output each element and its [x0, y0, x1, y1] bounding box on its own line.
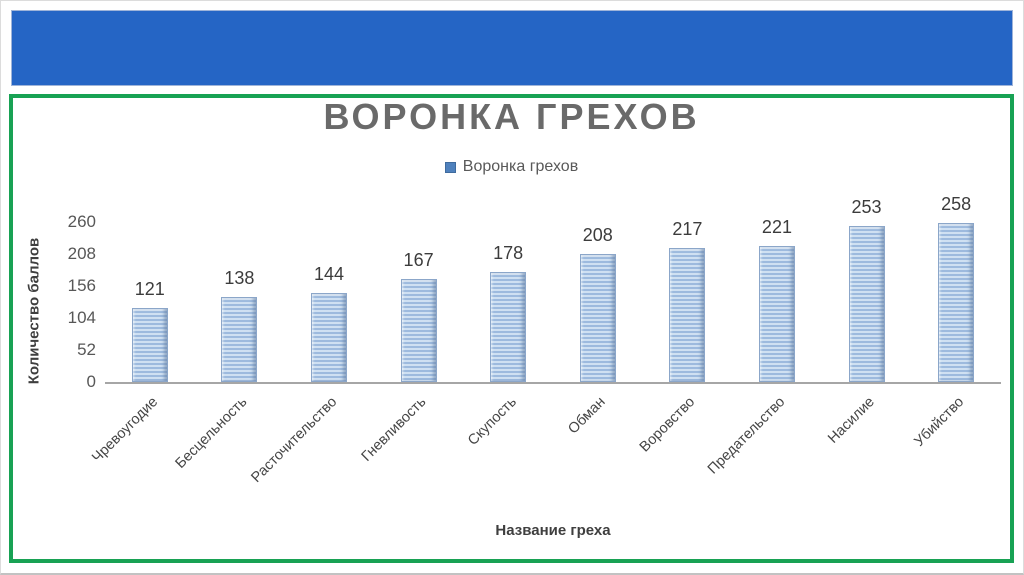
category-label: Гневливость [359, 394, 430, 465]
bar-slot: 121 Чревоугодие [89, 222, 195, 466]
bar-slot: 221 Предательство [705, 217, 822, 477]
category-label: Бесцельность [172, 394, 251, 472]
bar [579, 254, 616, 382]
bar-value-label: 208 [582, 225, 613, 245]
bar [669, 248, 706, 382]
legend-marker-icon [444, 161, 456, 173]
bar-slot: 167 Гневливость [359, 222, 464, 465]
bar [848, 226, 885, 382]
legend: Воронка грехов [13, 158, 1010, 176]
bar-value-label: 121 [134, 279, 165, 299]
bar-value-label: 253 [851, 197, 882, 217]
y-tick-label: 0 [86, 372, 96, 391]
bar-value-label: 144 [313, 264, 345, 284]
bar [490, 272, 527, 382]
bar-value-label: 221 [761, 217, 792, 237]
legend-label: Воронка грехов [462, 158, 579, 175]
category-label: Насилие [825, 394, 878, 447]
bar [131, 308, 168, 382]
y-tick-label: 156 [67, 276, 96, 295]
bar [938, 223, 975, 382]
header-banner [11, 10, 1013, 86]
bar-slot: 217 Воровство [637, 219, 733, 455]
bar-value-label: 258 [941, 194, 972, 214]
bar-value-label: 138 [224, 268, 255, 288]
bar-slot: 144 Расточительство [248, 222, 374, 486]
y-tick-label: 260 [67, 212, 96, 231]
bar-slot: 208 Обман [553, 222, 643, 437]
bar [310, 293, 347, 382]
bar [221, 297, 258, 382]
category-label: Расточительство [248, 394, 341, 486]
bar [758, 246, 795, 382]
x-axis-title: Название греха [495, 522, 611, 539]
bar-slot: 138 Бесцельность [173, 222, 285, 472]
bar-value-label: 217 [672, 219, 703, 239]
bar-slot: 178 Скупость [463, 222, 553, 449]
chart-frame: ВОРОНКА ГРЕХОВ Воронка грехов Количество… [9, 94, 1014, 563]
bar [400, 279, 437, 382]
category-label: Предательство [704, 394, 789, 478]
category-label: Обман [565, 394, 610, 438]
bar-value-label: 167 [403, 250, 434, 270]
category-label: Убийство [911, 394, 968, 450]
y-tick-label: 208 [67, 244, 96, 263]
bars-container: 121 Чревоугодие 138 Бесцельность 144 Расточит… [89, 194, 1001, 486]
chart-title: ВОРОНКА ГРЕХОВ [323, 96, 700, 137]
y-tick-label: 52 [77, 340, 96, 359]
y-axis-title: Количество баллов [25, 237, 43, 385]
bar-slot: 253 Насилие [822, 197, 912, 447]
category-label: Скупость [464, 394, 520, 449]
bar-slot: 258 Убийство [911, 194, 1001, 450]
category-label: Чревоугодие [89, 394, 162, 467]
y-tick-label: 104 [67, 308, 96, 327]
plot-area: 121 Чревоугодие 138 Бесцельность 144 Расточит… [68, 194, 1001, 486]
bar-value-label: 178 [493, 243, 524, 263]
category-label: Воровство [637, 394, 699, 456]
